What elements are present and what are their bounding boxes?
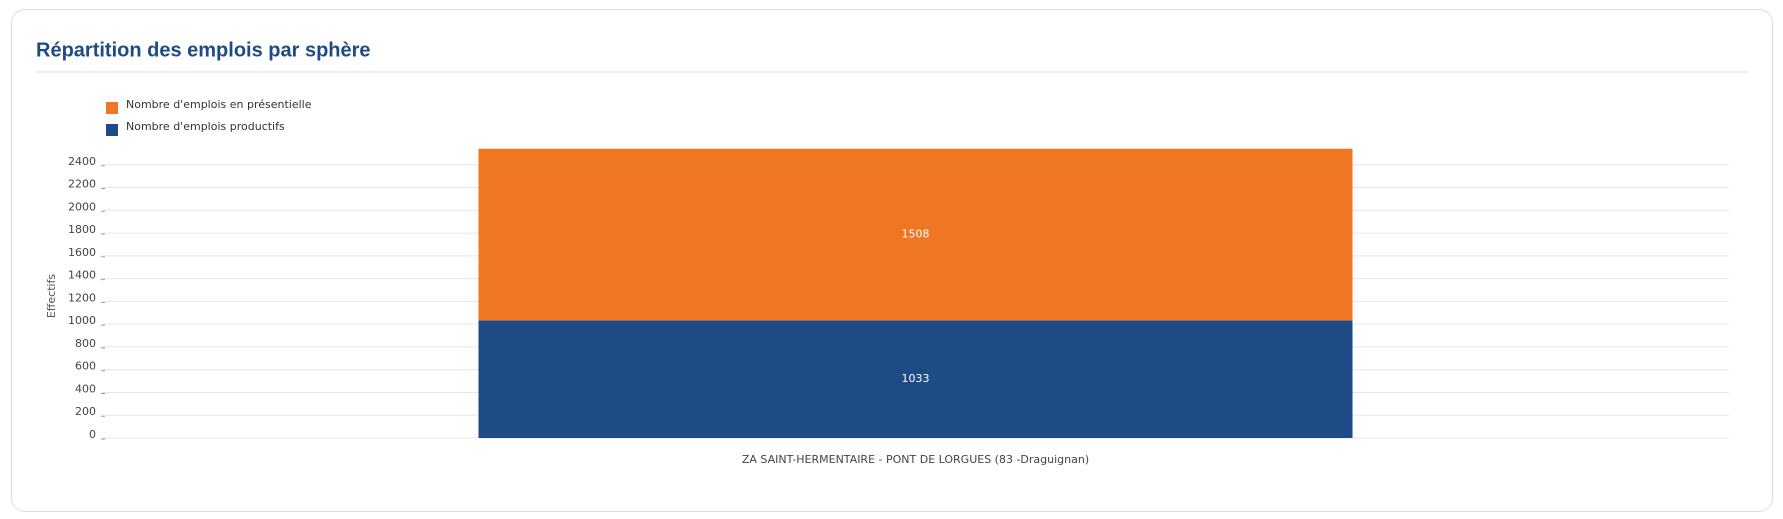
y-tick-label: 800 — [75, 337, 96, 350]
chart-title: Répartition des emplois par sphère — [36, 39, 371, 61]
y-tick-label: 0 — [89, 428, 96, 441]
y-tick-label: 1000 — [68, 314, 96, 327]
card — [11, 9, 1773, 512]
legend-label: Nombre d'emplois en présentielle — [126, 98, 312, 111]
y-tick-label: 400 — [75, 382, 96, 395]
y-tick-label: 1200 — [68, 291, 96, 304]
y-tick-label: 1600 — [68, 246, 96, 259]
bar-segment — [478, 320, 1353, 438]
y-tick-label: 200 — [75, 405, 96, 418]
legend-swatch — [106, 124, 118, 136]
y-tick-label: 2000 — [68, 200, 96, 213]
x-tick-label: ZA SAINT-HERMENTAIRE - PONT DE LORGUES (… — [742, 453, 1089, 466]
y-tick-label: 2200 — [68, 178, 96, 191]
y-axis-label: Effectifs — [45, 274, 58, 319]
bar-segment — [478, 148, 1353, 321]
y-tick-label: 1800 — [68, 223, 96, 236]
y-tick-label: 600 — [75, 360, 96, 373]
data-label: 1033 — [902, 372, 930, 385]
legend-swatch — [106, 102, 118, 114]
y-tick-label: 2400 — [68, 155, 96, 168]
legend-label: Nombre d'emplois productifs — [126, 120, 285, 133]
y-tick-label: 1400 — [68, 269, 96, 282]
data-label: 1508 — [902, 228, 930, 241]
